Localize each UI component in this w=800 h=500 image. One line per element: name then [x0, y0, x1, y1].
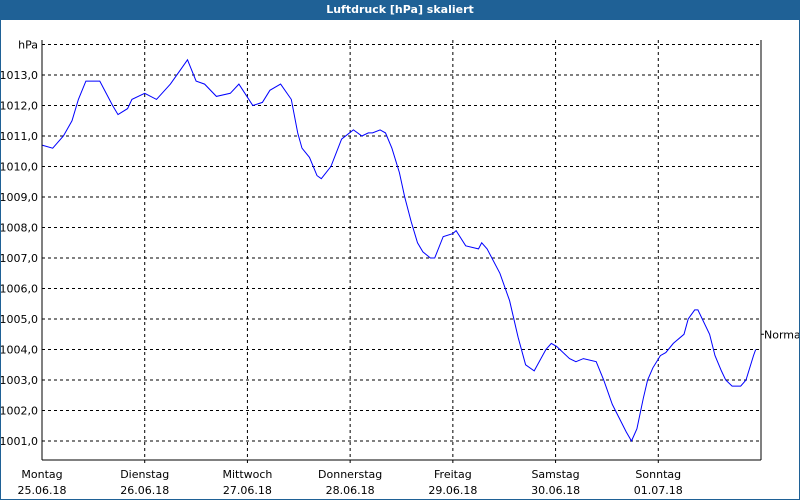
x-tick-date: 29.06.18 — [428, 484, 477, 497]
y-tick-label: 1003,0 — [0, 374, 38, 387]
x-axis: Montag 25.06.18 Dienstag 26.06.18 Mittwoch 27… — [18, 468, 683, 497]
grid — [42, 40, 761, 465]
y-tick-label: 1012,0 — [0, 100, 38, 113]
normal-label: Normal — [764, 328, 800, 341]
normal-reference: Normal — [761, 328, 800, 341]
x-tick-date: 30.06.18 — [531, 484, 580, 497]
x-tick-day: Montag — [21, 468, 62, 481]
x-tick-date: 01.07.18 — [634, 484, 683, 497]
y-tick-label: 1002,0 — [0, 405, 38, 418]
y-tick-label: 1008,0 — [0, 222, 38, 235]
y-tick-label: 1013,0 — [0, 69, 38, 82]
plot-frame — [41, 40, 762, 461]
x-tick-day: Samstag — [531, 468, 579, 481]
y-axis: hPa 1013,0 1012,0 1011,0 1010,0 1009,0 1008,0 1… — [0, 39, 38, 449]
y-tick-label: 1007,0 — [0, 252, 38, 265]
x-tick-day: Mittwoch — [222, 468, 272, 481]
y-tick-label: 1011,0 — [0, 130, 38, 143]
x-tick-date: 28.06.18 — [326, 484, 375, 497]
x-tick-day: Dienstag — [120, 468, 169, 481]
x-tick-date: 27.06.18 — [223, 484, 272, 497]
x-tick-date: 25.06.18 — [18, 484, 67, 497]
title-bar: Luftdruck [hPa] skaliert — [1, 0, 799, 20]
y-tick-label: 1009,0 — [0, 191, 38, 204]
x-tick-date: 26.06.18 — [120, 484, 169, 497]
x-tick-day: Freitag — [434, 468, 472, 481]
y-tick-label: 1005,0 — [0, 313, 38, 326]
y-tick-label: 1010,0 — [0, 161, 38, 174]
y-tick-label: 1006,0 — [0, 283, 38, 296]
x-tick-day: Sonntag — [635, 468, 681, 481]
pressure-line — [41, 58, 757, 443]
x-tick-day: Donnerstag — [318, 468, 382, 481]
y-axis-unit: hPa — [18, 39, 38, 52]
y-tick-label: 1001,0 — [0, 435, 38, 448]
y-tick-label: 1004,0 — [0, 344, 38, 357]
